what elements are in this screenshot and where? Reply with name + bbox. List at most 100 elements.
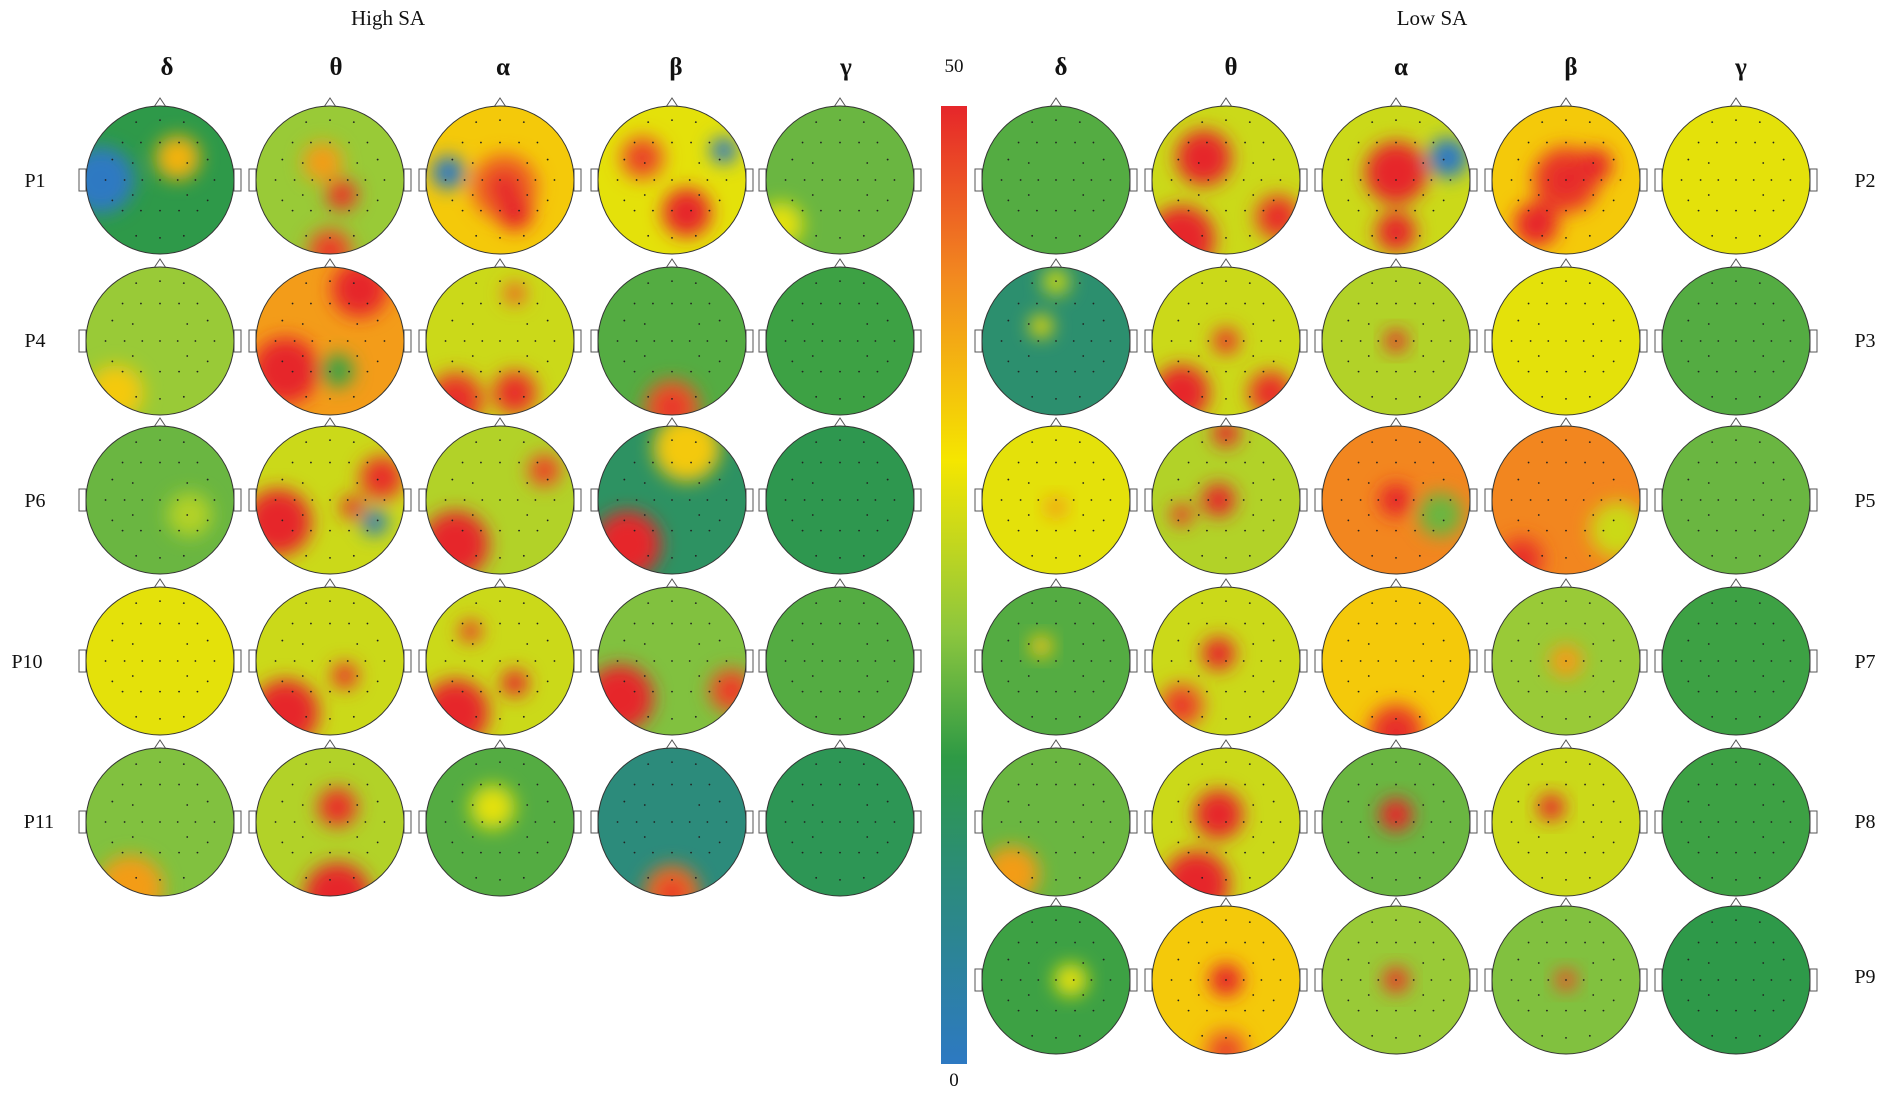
electrode-dot xyxy=(652,783,654,786)
electrode-dot xyxy=(348,209,350,212)
topomap-high-p4-1 xyxy=(248,258,412,416)
head-outline xyxy=(981,425,1131,575)
electrode-dot xyxy=(1377,821,1380,823)
electrode-dot xyxy=(111,680,114,683)
activation-core xyxy=(1526,214,1547,235)
electrode-dot xyxy=(874,340,877,342)
electrode-dot xyxy=(499,821,501,823)
electrode-dot xyxy=(671,280,673,282)
electrode-dot xyxy=(1517,319,1520,322)
electrode-dot xyxy=(1527,1009,1530,1012)
electrode-dot xyxy=(1055,1009,1057,1012)
electrode-dot xyxy=(1414,783,1416,786)
electrode-dot xyxy=(348,851,350,854)
activation-core xyxy=(262,506,294,538)
electrode-dot xyxy=(1395,340,1397,342)
electrode-dot xyxy=(1565,821,1567,823)
electrode-dot xyxy=(516,340,519,342)
ear-outline xyxy=(1129,810,1138,834)
electrode-dot xyxy=(1074,783,1076,786)
electrode-dot xyxy=(329,236,331,239)
electrode-dot xyxy=(1055,302,1057,305)
electrode-dot xyxy=(1367,836,1370,838)
electrode-dot xyxy=(1754,622,1756,625)
electrode-dot xyxy=(635,340,638,342)
activation-core xyxy=(319,240,341,254)
ear-outline xyxy=(1469,810,1478,834)
electrode-dot xyxy=(1537,482,1540,484)
electrode-dot xyxy=(820,851,822,854)
electrode-dot xyxy=(1078,121,1081,124)
electrode-dot xyxy=(1711,441,1714,444)
electrode-dot xyxy=(671,461,673,464)
electrode-dot xyxy=(301,514,304,516)
electrode-dot xyxy=(1371,234,1374,237)
electrode-dot xyxy=(1510,979,1513,981)
electrode-dot xyxy=(839,600,841,602)
nose-outline xyxy=(833,578,847,589)
electrode-dot xyxy=(1762,162,1765,164)
topomap-background xyxy=(426,426,574,574)
electrode-dot xyxy=(1565,783,1567,786)
topomap-low-p3-0 xyxy=(974,258,1138,416)
electrode-dot xyxy=(140,461,142,464)
electrode-dot xyxy=(1547,821,1550,823)
head-outline xyxy=(765,586,915,736)
electrode-dot xyxy=(839,529,841,532)
electrode-dot xyxy=(1225,556,1227,559)
electrode-dot xyxy=(1772,461,1775,464)
electrode-dot xyxy=(1031,1034,1034,1037)
electrode-dot xyxy=(1592,962,1595,964)
electrode-dot xyxy=(1782,999,1785,1002)
electrode-dot xyxy=(311,499,314,501)
activation-blob xyxy=(1590,501,1640,558)
nose-outline xyxy=(665,739,679,750)
ear-outline xyxy=(1469,329,1478,353)
electrode-dot xyxy=(1592,162,1595,164)
electrode-dot xyxy=(647,395,650,398)
ear-outline xyxy=(1299,488,1308,512)
electrode-dot xyxy=(301,482,304,484)
head-outline xyxy=(1661,105,1811,255)
head-outline xyxy=(425,266,575,416)
electrode-dot xyxy=(1078,1034,1081,1037)
electrode-dot xyxy=(1418,121,1421,124)
electrode-dot xyxy=(820,370,822,373)
electrode-dot xyxy=(1422,482,1425,484)
electrode-dot xyxy=(1782,199,1785,202)
electrode-dot xyxy=(310,690,312,693)
electrode-dot xyxy=(1752,340,1755,342)
electrode-dot xyxy=(1588,763,1591,766)
electrode-dot xyxy=(281,319,284,322)
electrode-dot xyxy=(1082,194,1085,196)
topomap-high-p4-2 xyxy=(418,258,582,416)
ear-outline xyxy=(1299,810,1308,834)
ear-outline xyxy=(974,968,983,992)
electrode-dot xyxy=(1687,841,1690,844)
activation-core xyxy=(659,394,685,415)
electrode-dot xyxy=(1537,323,1540,325)
electrode-dot xyxy=(1529,179,1532,181)
nose-outline xyxy=(153,97,167,108)
electrode-dot xyxy=(356,804,359,806)
topomap-background xyxy=(1662,587,1810,735)
electrode-dot xyxy=(1602,1009,1605,1012)
electrode-dot xyxy=(1584,209,1586,212)
head-outline xyxy=(1491,266,1641,416)
electrode-dot xyxy=(671,302,673,305)
band-header-theta-high: θ xyxy=(329,54,343,81)
electrode-dot xyxy=(1055,600,1057,602)
nose-outline xyxy=(323,258,337,269)
nose-outline xyxy=(1219,97,1233,108)
electrode-dot xyxy=(499,461,501,464)
electrode-dot xyxy=(310,461,312,464)
electrode-dot xyxy=(1680,179,1683,181)
electrode-dot xyxy=(856,340,859,342)
topomap-low-p3-4 xyxy=(1654,258,1818,416)
electrode-dot xyxy=(305,121,308,124)
electrode-dot xyxy=(1007,478,1010,481)
electrode-dot xyxy=(499,600,501,602)
electrode-dot xyxy=(1377,340,1380,342)
electrode-dot xyxy=(1527,302,1530,305)
electrode-dot xyxy=(480,690,482,693)
